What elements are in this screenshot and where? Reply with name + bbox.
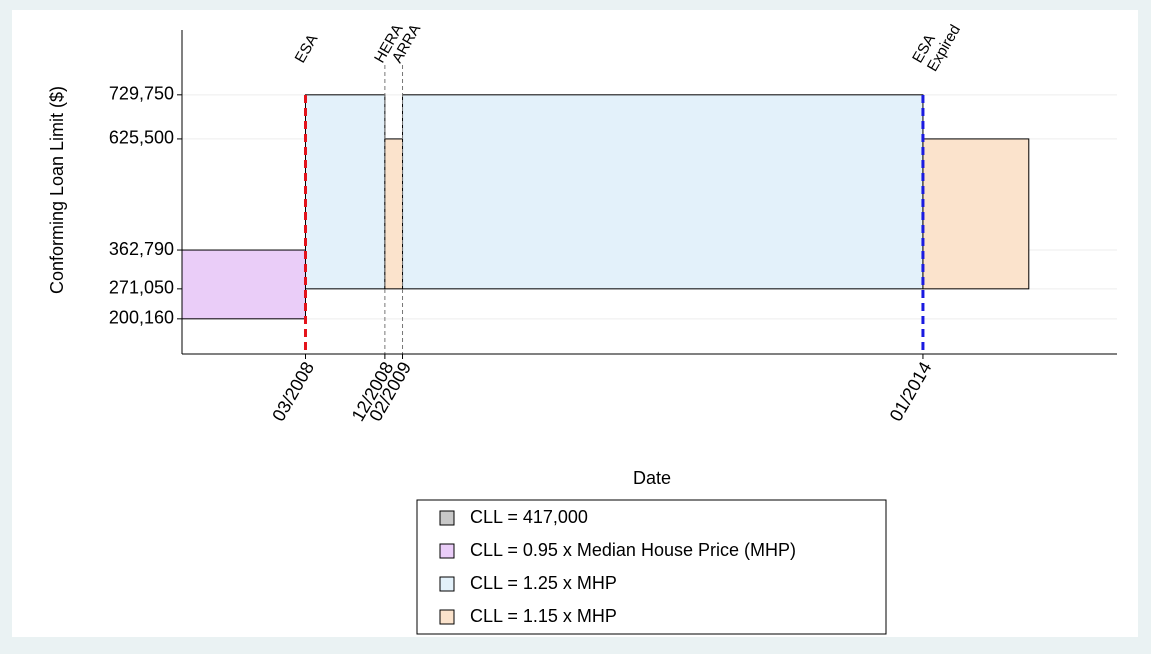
legend-swatch — [439, 510, 455, 526]
y-tick-label: 362,790 — [109, 239, 174, 259]
span-bar — [304, 94, 386, 290]
span-bar — [384, 138, 404, 290]
y-tick-label: 271,050 — [109, 278, 174, 298]
span-bar — [922, 138, 1030, 290]
y-axis-title: Conforming Loan Limit ($) — [47, 86, 67, 294]
span-bar — [402, 94, 924, 290]
legend-swatch — [439, 543, 455, 559]
legend-label: CLL = 1.15 x MHP — [470, 606, 617, 626]
y-tick-label: 625,500 — [109, 128, 174, 148]
legend-label: CLL = 417,000 — [470, 507, 588, 527]
x-axis-title: Date — [633, 468, 671, 488]
legend — [416, 499, 887, 635]
legend-swatch — [439, 576, 455, 592]
legend-label: CLL = 1.25 x MHP — [470, 573, 617, 593]
span-bar — [181, 249, 306, 320]
legend-swatch — [439, 609, 455, 625]
y-tick-label: 200,160 — [109, 308, 174, 328]
legend-label: CLL = 0.95 x Median House Price (MHP) — [470, 540, 796, 560]
y-tick-label: 729,750 — [109, 84, 174, 104]
